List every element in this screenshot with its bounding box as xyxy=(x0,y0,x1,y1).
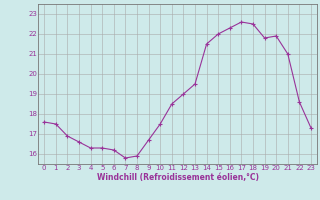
X-axis label: Windchill (Refroidissement éolien,°C): Windchill (Refroidissement éolien,°C) xyxy=(97,173,259,182)
